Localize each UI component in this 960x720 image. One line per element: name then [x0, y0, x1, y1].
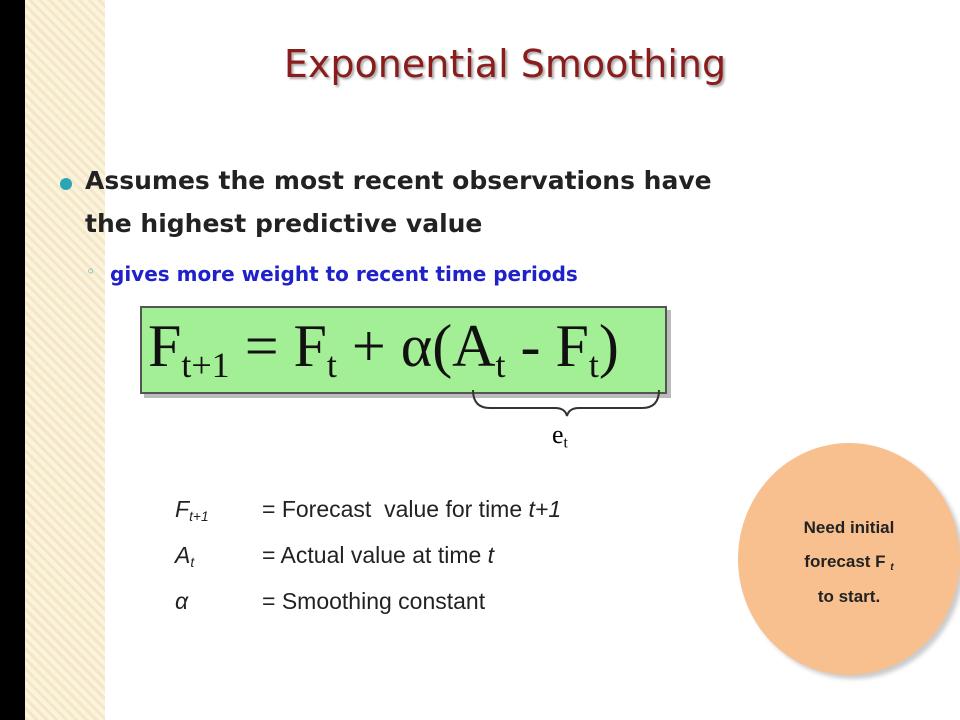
- sub-bullet-mark: ◦: [86, 262, 96, 281]
- formula-part: - F: [505, 313, 589, 379]
- formula-sub: t: [495, 344, 506, 385]
- brace-label-text: e: [552, 420, 564, 449]
- brace-label: et: [552, 420, 568, 453]
- definition-text: = Forecast value for time: [262, 496, 529, 522]
- formula-box: [140, 306, 667, 394]
- formula-sub: t: [326, 344, 337, 385]
- definition-text: = Actual value at time: [262, 542, 488, 568]
- formula-sub: t: [588, 344, 599, 385]
- brace-path: [472, 389, 660, 417]
- definition-text: = Actual value at time t: [262, 542, 494, 569]
- slide-title: Exponential Smoothing: [283, 42, 727, 86]
- side-bar: [0, 0, 25, 720]
- symbol: F: [175, 496, 190, 522]
- sub-bullet-text: gives more weight to recent time periods: [110, 262, 578, 286]
- symbol: A: [175, 542, 191, 568]
- formula-part: F: [148, 313, 182, 379]
- definition-text: = Forecast value for time t+1: [262, 496, 561, 523]
- definition-text: = Smoothing constant: [262, 588, 485, 615]
- symbol-sub: t+1: [189, 509, 209, 525]
- definition-italic: t: [487, 542, 495, 568]
- brace: [472, 389, 660, 417]
- bullet-text: the highest predictive value: [85, 209, 483, 238]
- definition-symbol: At: [175, 542, 194, 570]
- formula-sub: t+1: [181, 344, 230, 385]
- callout-circle: [738, 443, 960, 675]
- callout-text: Need initial: [803, 518, 895, 537]
- formula: Ft+1 = Ft + α(At - Ft): [148, 312, 619, 386]
- symbol: α: [175, 588, 189, 614]
- callout-text: forecast F: [804, 552, 886, 571]
- formula-part: ): [598, 313, 619, 379]
- side-pattern: [25, 0, 105, 720]
- bullet-dot: [60, 178, 72, 190]
- brace-label-sub: t: [563, 434, 568, 452]
- definition-symbol: Ft+1: [175, 496, 209, 524]
- formula-part: = F: [229, 313, 327, 379]
- definition-italic: t+1: [528, 496, 562, 522]
- formula-part: + α(A: [336, 313, 496, 379]
- callout-text: to start.: [817, 587, 881, 606]
- definition-symbol: α: [175, 588, 188, 615]
- symbol-sub: t: [190, 555, 195, 571]
- bullet-text: Assumes the most recent observations hav…: [85, 166, 712, 195]
- definition-text: = Smoothing constant: [262, 588, 486, 614]
- callout-text: forecast F t: [738, 552, 960, 573]
- callout-sub: t: [890, 562, 894, 574]
